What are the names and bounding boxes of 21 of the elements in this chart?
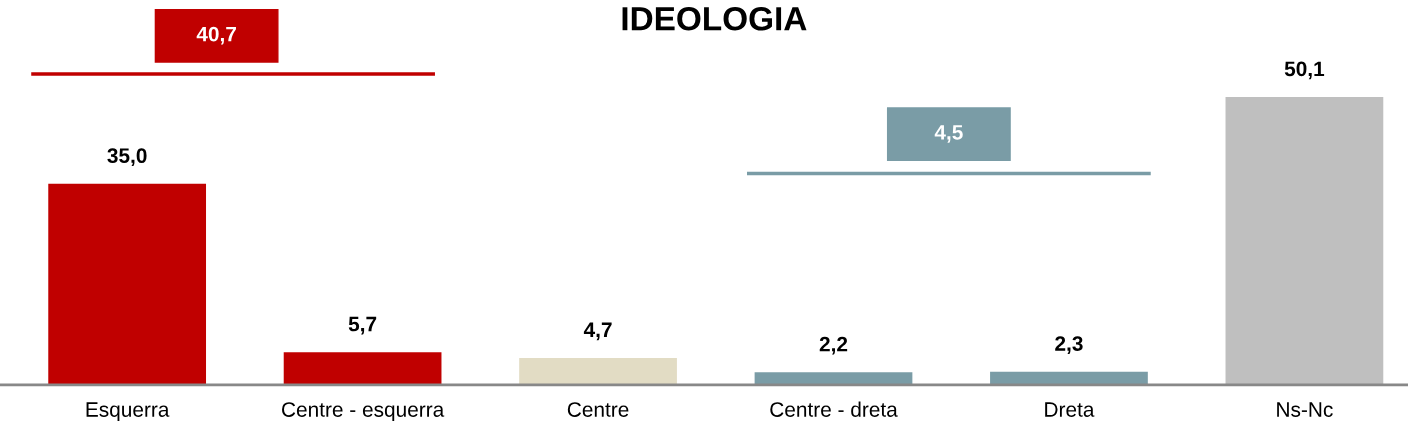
x-tick-label: Centre - esquerra: [282, 402, 445, 421]
chart-title: IDEOLOGIA: [622, 6, 807, 31]
bar: [1225, 97, 1384, 385]
data-label: 2,2: [819, 336, 848, 355]
bar: [48, 183, 207, 385]
x-tick-label: Esquerra: [86, 402, 170, 421]
annotation: 4,5: [934, 125, 963, 143]
bar: [283, 352, 442, 385]
data-label: 35,0: [107, 148, 147, 167]
bar: [754, 372, 913, 385]
data-label: 4,7: [583, 322, 612, 341]
data-label: 5,7: [348, 316, 377, 335]
data-label: 50,1: [1284, 61, 1325, 80]
data-label: 2,3: [1055, 336, 1083, 354]
x-tick-label: Centre - dreta: [770, 401, 898, 417]
bar: [519, 357, 677, 385]
x-tick-label: Ns-Nc: [1277, 402, 1333, 417]
bar: [990, 371, 1148, 385]
text: 40,7: [196, 26, 236, 45]
x-tick-label: Centre: [567, 402, 629, 417]
x-tick-label: Dreta: [1045, 402, 1095, 417]
